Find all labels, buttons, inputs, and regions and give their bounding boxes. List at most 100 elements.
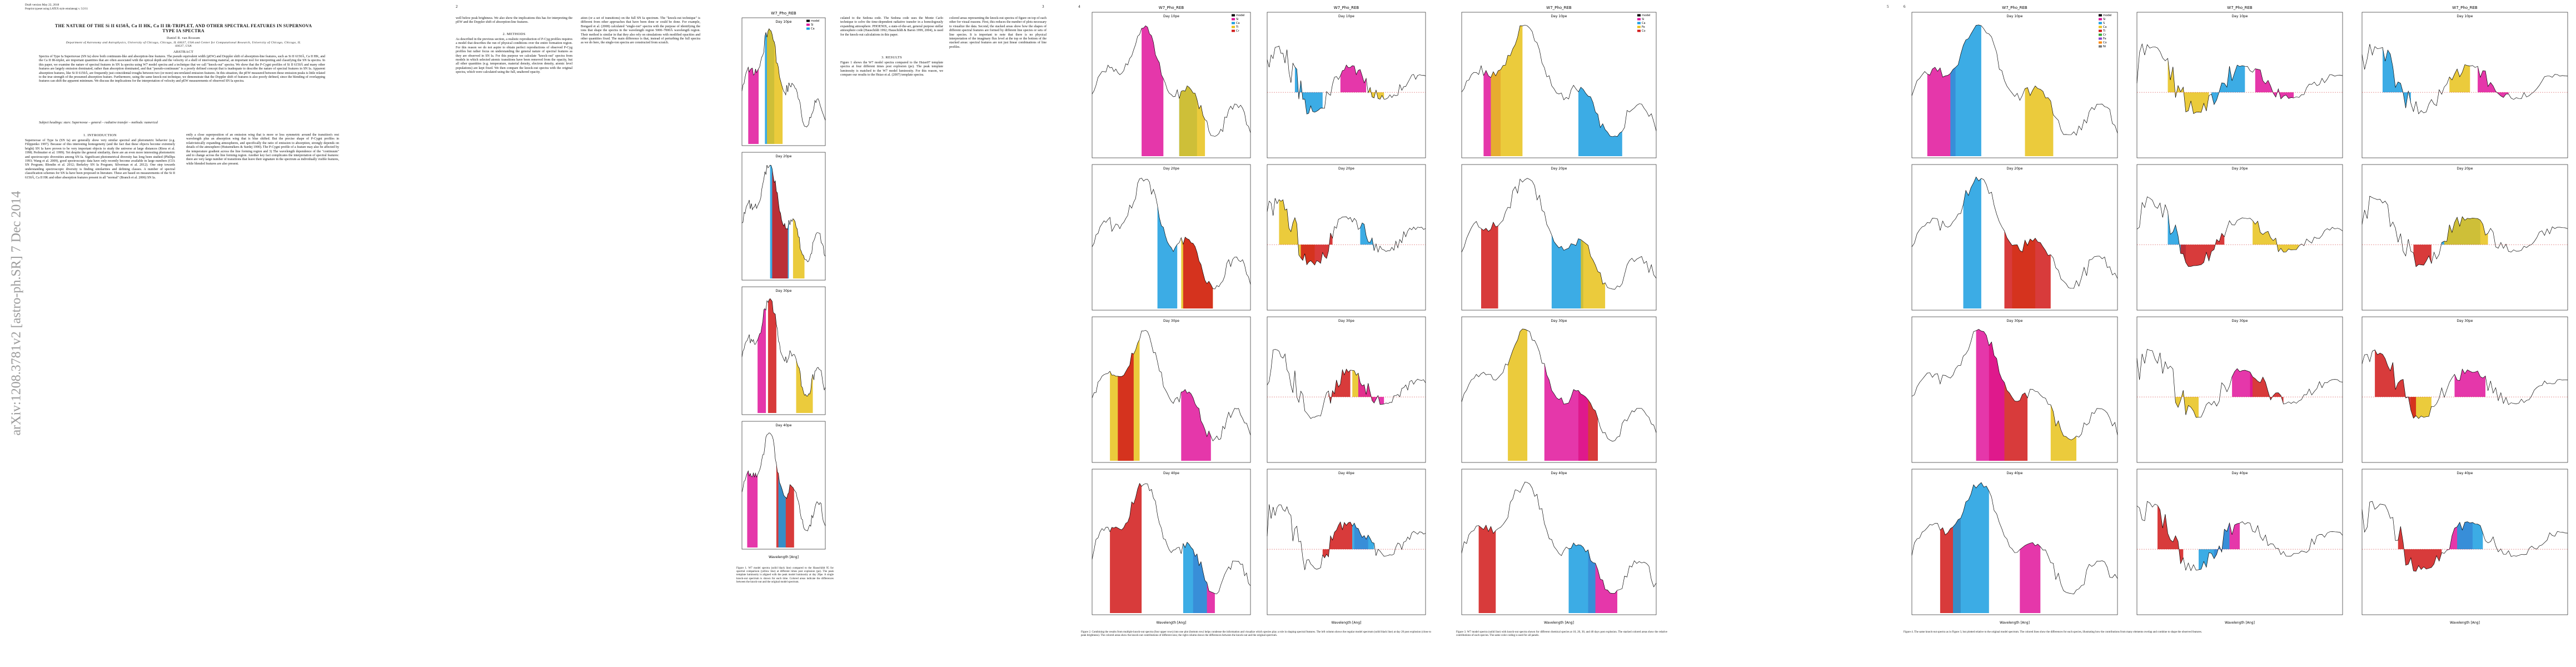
spectrum-line [1267, 198, 1426, 266]
panel-frame [2136, 469, 2343, 615]
legend-swatch [806, 23, 810, 26]
spectrum-line [1092, 178, 1251, 290]
feature-area [1352, 523, 1374, 550]
legend-label: Si [1642, 18, 1645, 21]
figure-caption: Figure 3. W7 model spectra (solid line) … [1456, 631, 1667, 638]
figure-title: W7_Pho_REB [1159, 6, 1184, 10]
legend-swatch [2099, 29, 2102, 32]
spectrum-line [1911, 176, 2118, 289]
panel-label: Day 10pe [2232, 14, 2248, 18]
paragraph: well below peak brightness. We also show… [456, 17, 572, 24]
keywords: Subject headings: stars: Supernovae – ge… [39, 121, 158, 125]
spectrum-line [1911, 328, 2118, 440]
legend-label: Ca [811, 27, 815, 31]
header: Preprint typeset using LATEX style emula… [25, 8, 88, 11]
figure-caption: Figure 2. Combining the results from mul… [1081, 631, 1431, 638]
feature-area [2383, 47, 2411, 108]
panel-label: Day 10pe [1163, 14, 1179, 18]
x-axis-label: Wavelength [Ang] [2000, 621, 2030, 625]
legend-swatch [1232, 18, 1235, 21]
panel-label: Day 40pe [1551, 471, 1567, 475]
section-heading: 3. RESULTS [881, 56, 903, 59]
affiliation: Department of Astronomy and Astrophysics… [66, 41, 301, 48]
spectrum-line [2136, 196, 2343, 267]
page-number: 5 [1887, 4, 1889, 9]
panel-frame [741, 421, 826, 550]
legend-swatch [806, 19, 810, 22]
legend-swatch [2099, 18, 2102, 21]
panel-label: Day 10pe [2457, 14, 2473, 18]
section-heading: 1. INTRODUCTION [83, 133, 117, 137]
spectrum-line [1267, 504, 1426, 570]
spectrum-line [2136, 43, 2343, 115]
panel-label: Day 10pe [1551, 14, 1567, 18]
x-axis-label: Wavelength [Ang] [2450, 621, 2480, 625]
feature-area [2158, 505, 2184, 564]
feature-area [1183, 237, 1213, 308]
legend-label: Ni [2103, 45, 2106, 48]
panel-label: Day 30pe [2232, 319, 2248, 323]
feature-area [1358, 373, 1384, 405]
figure-caption: Figure 1. W7 model spectra (solid black … [736, 567, 834, 584]
feature-area [1581, 240, 1606, 308]
spectrum-line [1911, 24, 2118, 136]
feature-area [2168, 211, 2186, 263]
legend-swatch [806, 27, 810, 30]
legend-swatch [2099, 45, 2102, 48]
panel-frame [741, 17, 826, 146]
legend-swatch [1232, 26, 1235, 28]
legend-swatch [1637, 22, 1641, 24]
feature-area [2175, 390, 2199, 417]
spectrum-line [2361, 196, 2568, 267]
panel-label: Day 20pe [776, 155, 792, 158]
panel-frame [741, 286, 826, 415]
feature-area [758, 308, 766, 413]
spectrum-line [1092, 25, 1251, 137]
x-axis-label: Wavelength [Ang] [1157, 621, 1187, 625]
feature-area [2050, 405, 2076, 461]
legend-label: Si [1236, 18, 1239, 21]
spectrum-line [1267, 349, 1426, 419]
legend-label: Co [1642, 29, 1646, 33]
feature-area [2025, 86, 2054, 156]
panel-frame [1461, 316, 1657, 463]
feature-area [1578, 87, 1622, 156]
feature-area [2457, 521, 2483, 550]
feature-area [2454, 369, 2485, 397]
legend-label: Cr [1236, 29, 1239, 33]
legend-label: Fe [2103, 37, 2106, 41]
spectrum-line [2361, 501, 2568, 572]
panel-frame [1911, 12, 2118, 158]
feature-area [1118, 353, 1134, 461]
paper-title: THE NATURE OF THE Si II 6150Å, Ca II HK,… [54, 23, 312, 33]
legend-label: Fe [1642, 26, 1645, 29]
feature-area [2020, 542, 2041, 613]
panel-frame [2361, 164, 2568, 311]
legend-label: Ca [2103, 26, 2107, 29]
feature-area [1181, 389, 1211, 461]
legend-swatch [1637, 18, 1641, 21]
spectrum-line [1092, 330, 1251, 441]
feature-area [2199, 523, 2230, 570]
feature-area [1322, 522, 1353, 558]
legend-swatch [2099, 37, 2102, 40]
feature-area [2232, 369, 2253, 397]
legend-swatch [2099, 14, 2102, 17]
panel-frame [2136, 164, 2343, 311]
panel-label: Day 40pe [2457, 471, 2473, 475]
x-axis-label: Wavelength [Ang] [2225, 621, 2255, 625]
panel-label: Day 30pe [2457, 319, 2473, 323]
legend-label: Co [2103, 41, 2107, 44]
panel-label: Day 40pe [776, 424, 792, 427]
feature-area [1491, 26, 1523, 156]
page-number: 6 [1904, 4, 1906, 9]
arxiv-stamp: arXiv:1208.3781v2 [astro-ph.SR] 7 Dec 20… [9, 191, 24, 436]
spectrum-line [2136, 349, 2343, 418]
feature-area [1340, 64, 1367, 93]
figure-title: W7_Pho_REB [1546, 6, 1572, 10]
author: Daniel R. van Rossum [167, 37, 200, 40]
panel-frame [1267, 164, 1426, 311]
panel-frame [2136, 316, 2343, 463]
legend-label: Cr [2103, 33, 2106, 37]
legend-label: model [1236, 14, 1245, 17]
